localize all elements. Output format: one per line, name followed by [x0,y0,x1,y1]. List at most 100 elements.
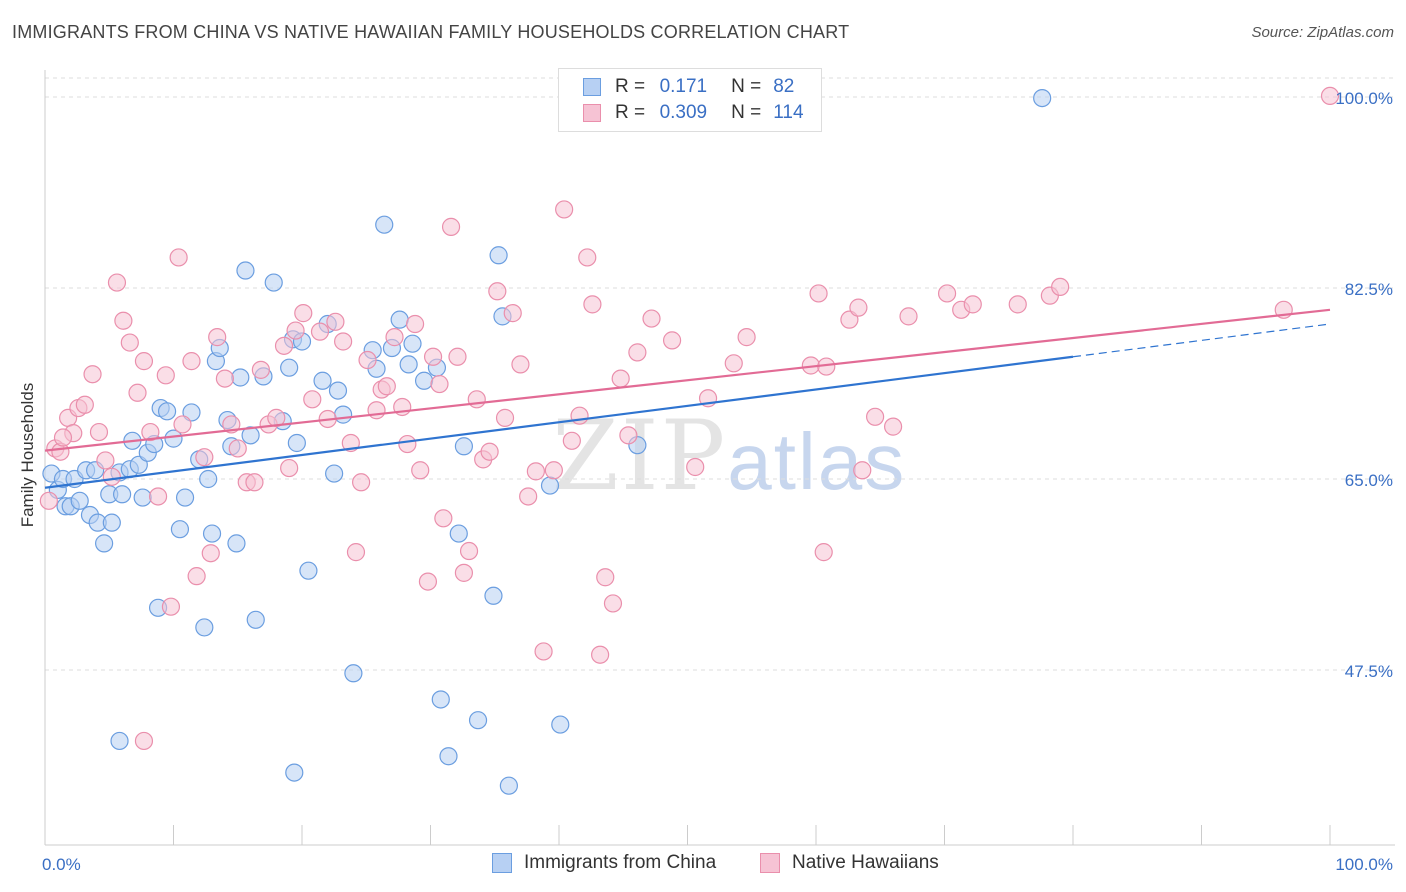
correlation-legend: R = 0.171 N = 82 R = 0.309 N = 114 [558,68,822,132]
data-point [418,572,438,591]
data-point [246,610,265,629]
data-point [236,261,255,280]
data-point [334,405,353,424]
legend-n-value: 114 [773,102,804,123]
data-point [814,543,833,562]
legend-item-china: Immigrants from China [492,852,716,874]
trend-line-china-extension [1072,323,1331,358]
data-point [454,563,474,582]
data-point [75,395,94,414]
data-point [441,217,461,236]
data-point [1033,88,1052,108]
series-legend: Immigrants from China Native Hawaiians [0,852,1406,878]
data-point [120,333,139,352]
data-point [596,568,615,587]
data-point [228,439,247,458]
data-point [430,374,449,394]
data-point [96,451,115,470]
legend-swatch-blue [492,853,512,873]
data-point [201,544,220,563]
data-point [39,491,58,510]
data-point [883,417,903,436]
data-point [175,488,195,507]
data-point [467,390,486,409]
data-point [215,369,234,388]
source-credit: Source: ZipAtlas.com [1251,24,1394,41]
data-point [519,487,538,506]
data-point [375,215,394,234]
data-point [555,200,574,219]
data-point [628,343,647,362]
legend-label-hawaiian: Native Hawaiians [792,852,939,873]
data-point [102,467,121,486]
y-tick-label: 47.5% [1345,662,1393,681]
data-point [809,284,828,303]
data-point [346,543,366,562]
data-point [148,487,168,506]
y-tick-label: 82.5% [1345,280,1393,299]
data-point [313,371,332,390]
data-point [344,664,363,683]
legend-n-label: N = [731,102,762,123]
data-point [849,298,868,317]
data-point [449,524,468,543]
watermark-atlas: atlas [727,417,907,506]
data-point [570,406,589,425]
data-point [495,408,515,427]
data-point [156,366,175,385]
data-point [503,304,522,323]
legend-swatch-pink [760,853,780,873]
data-point [107,273,127,292]
data-point [231,368,250,387]
data-point [526,462,545,481]
data-point [398,434,417,454]
data-point [280,458,299,478]
data-point [853,461,872,480]
data-point [128,383,147,402]
data-point [134,352,154,371]
data-point [499,776,518,795]
data-point [480,442,499,461]
data-point [385,328,404,347]
series-immigrants-from-china [42,88,1052,795]
legend-row-china: R = 0.171 N = 82 [583,75,794,99]
legend-item-hawaiian: Native Hawaiians [760,852,939,874]
data-point [540,476,560,495]
data-point [686,457,705,477]
legend-n-label: N = [731,76,762,97]
data-point [439,747,458,766]
data-point [390,310,409,329]
data-point [287,433,306,453]
data-point [251,360,270,379]
tick-labels: 47.5% 65.0% 82.5% 100.0% 0.0% 100.0% [42,89,1393,874]
data-point [70,491,89,510]
data-point [182,352,201,371]
data-point [274,336,294,355]
data-point [534,642,553,661]
data-point [328,381,348,400]
y-tick-label: 100.0% [1335,89,1393,108]
data-point [161,597,181,616]
legend-n-value: 82 [773,76,795,97]
data-point [562,431,581,450]
data-point [603,594,623,613]
chart-title: IMMIGRANTS FROM CHINA VS NATIVE HAWAIIAN… [12,22,850,42]
data-point [195,448,214,467]
data-point [326,312,345,331]
data-point [405,314,425,334]
series-native-hawaiians [39,86,1340,751]
data-point [403,334,422,353]
watermark: ZIPatlas [552,400,906,512]
data-point [611,369,630,388]
data-point [937,284,957,303]
data-point [1051,277,1070,297]
data-point [102,513,121,532]
data-point [431,690,450,709]
data-point [245,473,264,492]
data-point [367,401,386,420]
trend-lines [44,308,1331,489]
legend-swatch-pink [583,104,601,122]
data-point [164,429,183,448]
data-point [411,461,430,480]
